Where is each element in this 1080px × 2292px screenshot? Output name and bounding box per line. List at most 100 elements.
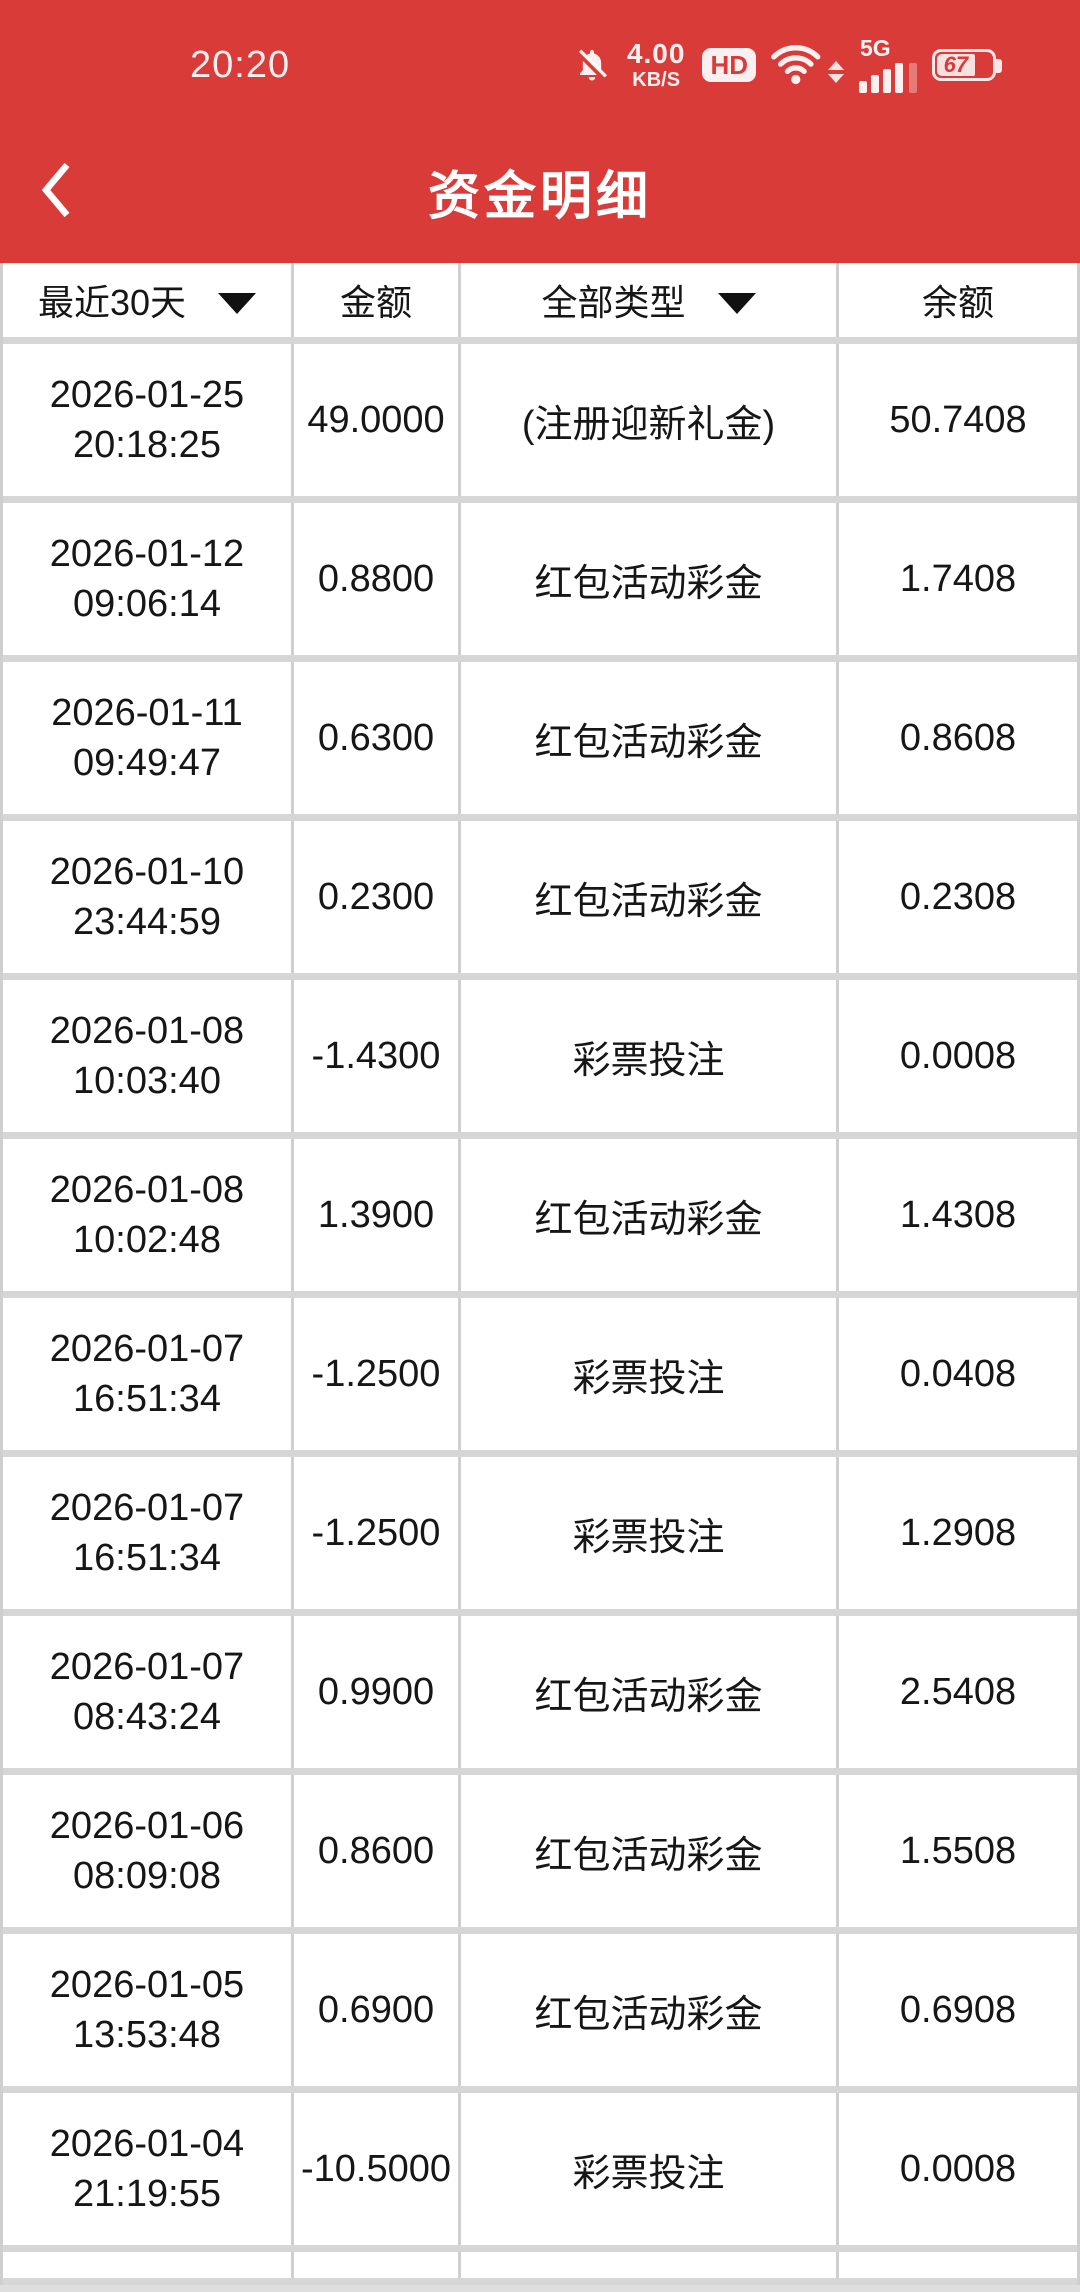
type-cell: 红包活动彩金 [461,503,836,655]
datetime-cell: 2026-01-08 10:03:40 [3,980,291,1132]
type-cell: 红包活动彩金 [461,1616,836,1768]
transaction-type: 彩票投注 [572,1357,725,1400]
transaction-date: 2026-01-04 [49,2123,245,2165]
table-header-row: 最近30天 金额 全部类型 余额 [3,263,1077,344]
signal-bars-icon [859,63,903,93]
transaction-time: 21:19:55 [73,2173,221,2215]
back-button[interactable] [26,152,86,232]
table-row[interactable]: 2026-01-08 10:03:40 -1.4300 彩票投注 0.0008 [3,980,1077,1139]
balance-cell: 0.8608 [839,662,1077,814]
transaction-balance: 2.5408 [899,1670,1017,1713]
amount-cell: 0.9900 [294,1616,458,1768]
table-row[interactable]: 2026-01-07 16:51:34 -1.2500 彩票投注 1.2908 [3,1457,1077,1616]
balance-column-header: 余额 [839,263,1077,337]
transaction-type: 红包活动彩金 [534,721,763,764]
hd-icon: HD [702,48,756,82]
table-row[interactable]: 2026-01-11 09:49:47 0.6300 红包活动彩金 0.8608 [3,662,1077,821]
table-row[interactable]: 2026-01-08 10:02:48 1.3900 红包活动彩金 1.4308 [3,1139,1077,1298]
type-filter[interactable]: 全部类型 [461,263,836,337]
balance-cell: 0.2308 [839,821,1077,973]
transaction-type: 彩票投注 [572,1039,725,1082]
transaction-type: 红包活动彩金 [534,1834,763,1877]
table-row[interactable]: 2026-01-07 08:43:24 0.9900 红包活动彩金 2.5408 [3,1616,1077,1775]
transaction-type: 红包活动彩金 [534,1675,763,1718]
table-row[interactable]: 2026-01-05 13:53:48 0.6900 红包活动彩金 0.6908 [3,1934,1077,2093]
stub-cell [461,2252,836,2278]
chevron-down-icon [218,292,257,314]
table-row[interactable]: 2026-01-10 23:44:59 0.2300 红包活动彩金 0.2308 [3,821,1077,980]
datetime-cell: 2026-01-04 21:19:55 [3,2093,291,2245]
transaction-date: 2026-01-08 [49,1010,245,1052]
type-cell: 红包活动彩金 [461,662,836,814]
amount-cell: 0.6300 [294,662,458,814]
network-type-label: 5G [860,35,891,61]
transaction-amount: -10.5000 [300,2147,451,2190]
transaction-time: 13:53:48 [73,2014,221,2056]
network-speed-unit: KB/S [632,69,681,91]
page-title: 资金明细 [427,168,652,226]
amount-cell: 0.8800 [294,503,458,655]
transaction-type: 红包活动彩金 [534,1198,763,1241]
transaction-type: (注册迎新礼金) [521,403,776,446]
table-row[interactable]: 2026-01-04 21:19:55 -10.5000 彩票投注 0.0008 [3,2093,1077,2252]
table-row[interactable]: 2026-01-25 20:18:25 49.0000 (注册迎新礼金) 50.… [3,344,1077,503]
transaction-time: 08:09:08 [73,1855,221,1897]
type-cell: 彩票投注 [461,1298,836,1450]
transaction-balance: 1.7408 [899,557,1017,600]
table-row[interactable]: 2026-01-06 08:09:08 0.8600 红包活动彩金 1.5508 [3,1775,1077,1934]
type-filter-label: 全部类型 [541,282,686,323]
transaction-amount: -1.2500 [311,1352,441,1395]
transaction-balance: 1.4308 [899,1193,1017,1236]
amount-cell: 0.2300 [294,821,458,973]
network-speed-value: 4.00 [626,38,686,69]
balance-cell: 2.5408 [839,1616,1077,1768]
transaction-amount: 49.0000 [307,398,445,441]
amount-cell: 0.8600 [294,1775,458,1927]
battery-icon: 67 [932,49,1002,81]
balance-cell: 1.5508 [839,1775,1077,1927]
transaction-amount: 0.8800 [317,557,435,600]
transaction-date: 2026-01-07 [49,1646,245,1688]
balance-cell: 0.0008 [839,980,1077,1132]
date-range-filter-label: 最近30天 [37,282,187,323]
transaction-balance: 0.2308 [899,875,1017,918]
transaction-date: 2026-01-06 [49,1805,245,1847]
datetime-cell: 2026-01-25 20:18:25 [3,344,291,496]
transaction-time: 16:51:34 [73,1537,221,1579]
transaction-type: 彩票投注 [572,1516,725,1559]
transaction-date: 2026-01-12 [49,533,245,575]
transaction-amount: -1.2500 [311,1511,441,1554]
transaction-time: 20:18:25 [73,424,221,466]
transaction-amount: 0.2300 [317,875,435,918]
date-range-filter[interactable]: 最近30天 [3,263,291,337]
transaction-type: 彩票投注 [572,2152,725,2195]
transaction-time: 09:06:14 [73,583,221,625]
transaction-balance: 0.8608 [899,716,1017,759]
type-cell: 彩票投注 [461,980,836,1132]
amount-cell: -1.2500 [294,1298,458,1450]
datetime-cell: 2026-01-07 16:51:34 [3,1457,291,1609]
amount-cell: -1.2500 [294,1457,458,1609]
signal-5g-icon: 5G [859,37,917,93]
datetime-cell: 2026-01-08 10:02:48 [3,1139,291,1291]
transaction-balance: 0.6908 [899,1988,1017,2031]
amount-cell: 0.6900 [294,1934,458,2086]
battery-fill: 67 [937,54,975,76]
amount-cell: 49.0000 [294,344,458,496]
transaction-amount: 1.3900 [317,1193,435,1236]
balance-cell: 50.7408 [839,344,1077,496]
transaction-amount: 0.6300 [317,716,435,759]
table-row[interactable]: 2026-01-07 16:51:34 -1.2500 彩票投注 0.0408 [3,1298,1077,1457]
datetime-cell: 2026-01-07 16:51:34 [3,1298,291,1450]
table-row[interactable]: 2026-01-12 09:06:14 0.8800 红包活动彩金 1.7408 [3,503,1077,662]
type-cell: (注册迎新礼金) [461,344,836,496]
balance-cell: 0.0408 [839,1298,1077,1450]
transaction-time: 10:03:40 [73,1060,221,1102]
network-speed: 4.00 KB/S [626,38,686,91]
transaction-balance: 1.2908 [899,1511,1017,1554]
balance-cell: 0.0008 [839,2093,1077,2245]
amount-cell: 1.3900 [294,1139,458,1291]
transaction-date: 2026-01-05 [49,1964,245,2006]
status-time: 20:20 [190,43,291,86]
